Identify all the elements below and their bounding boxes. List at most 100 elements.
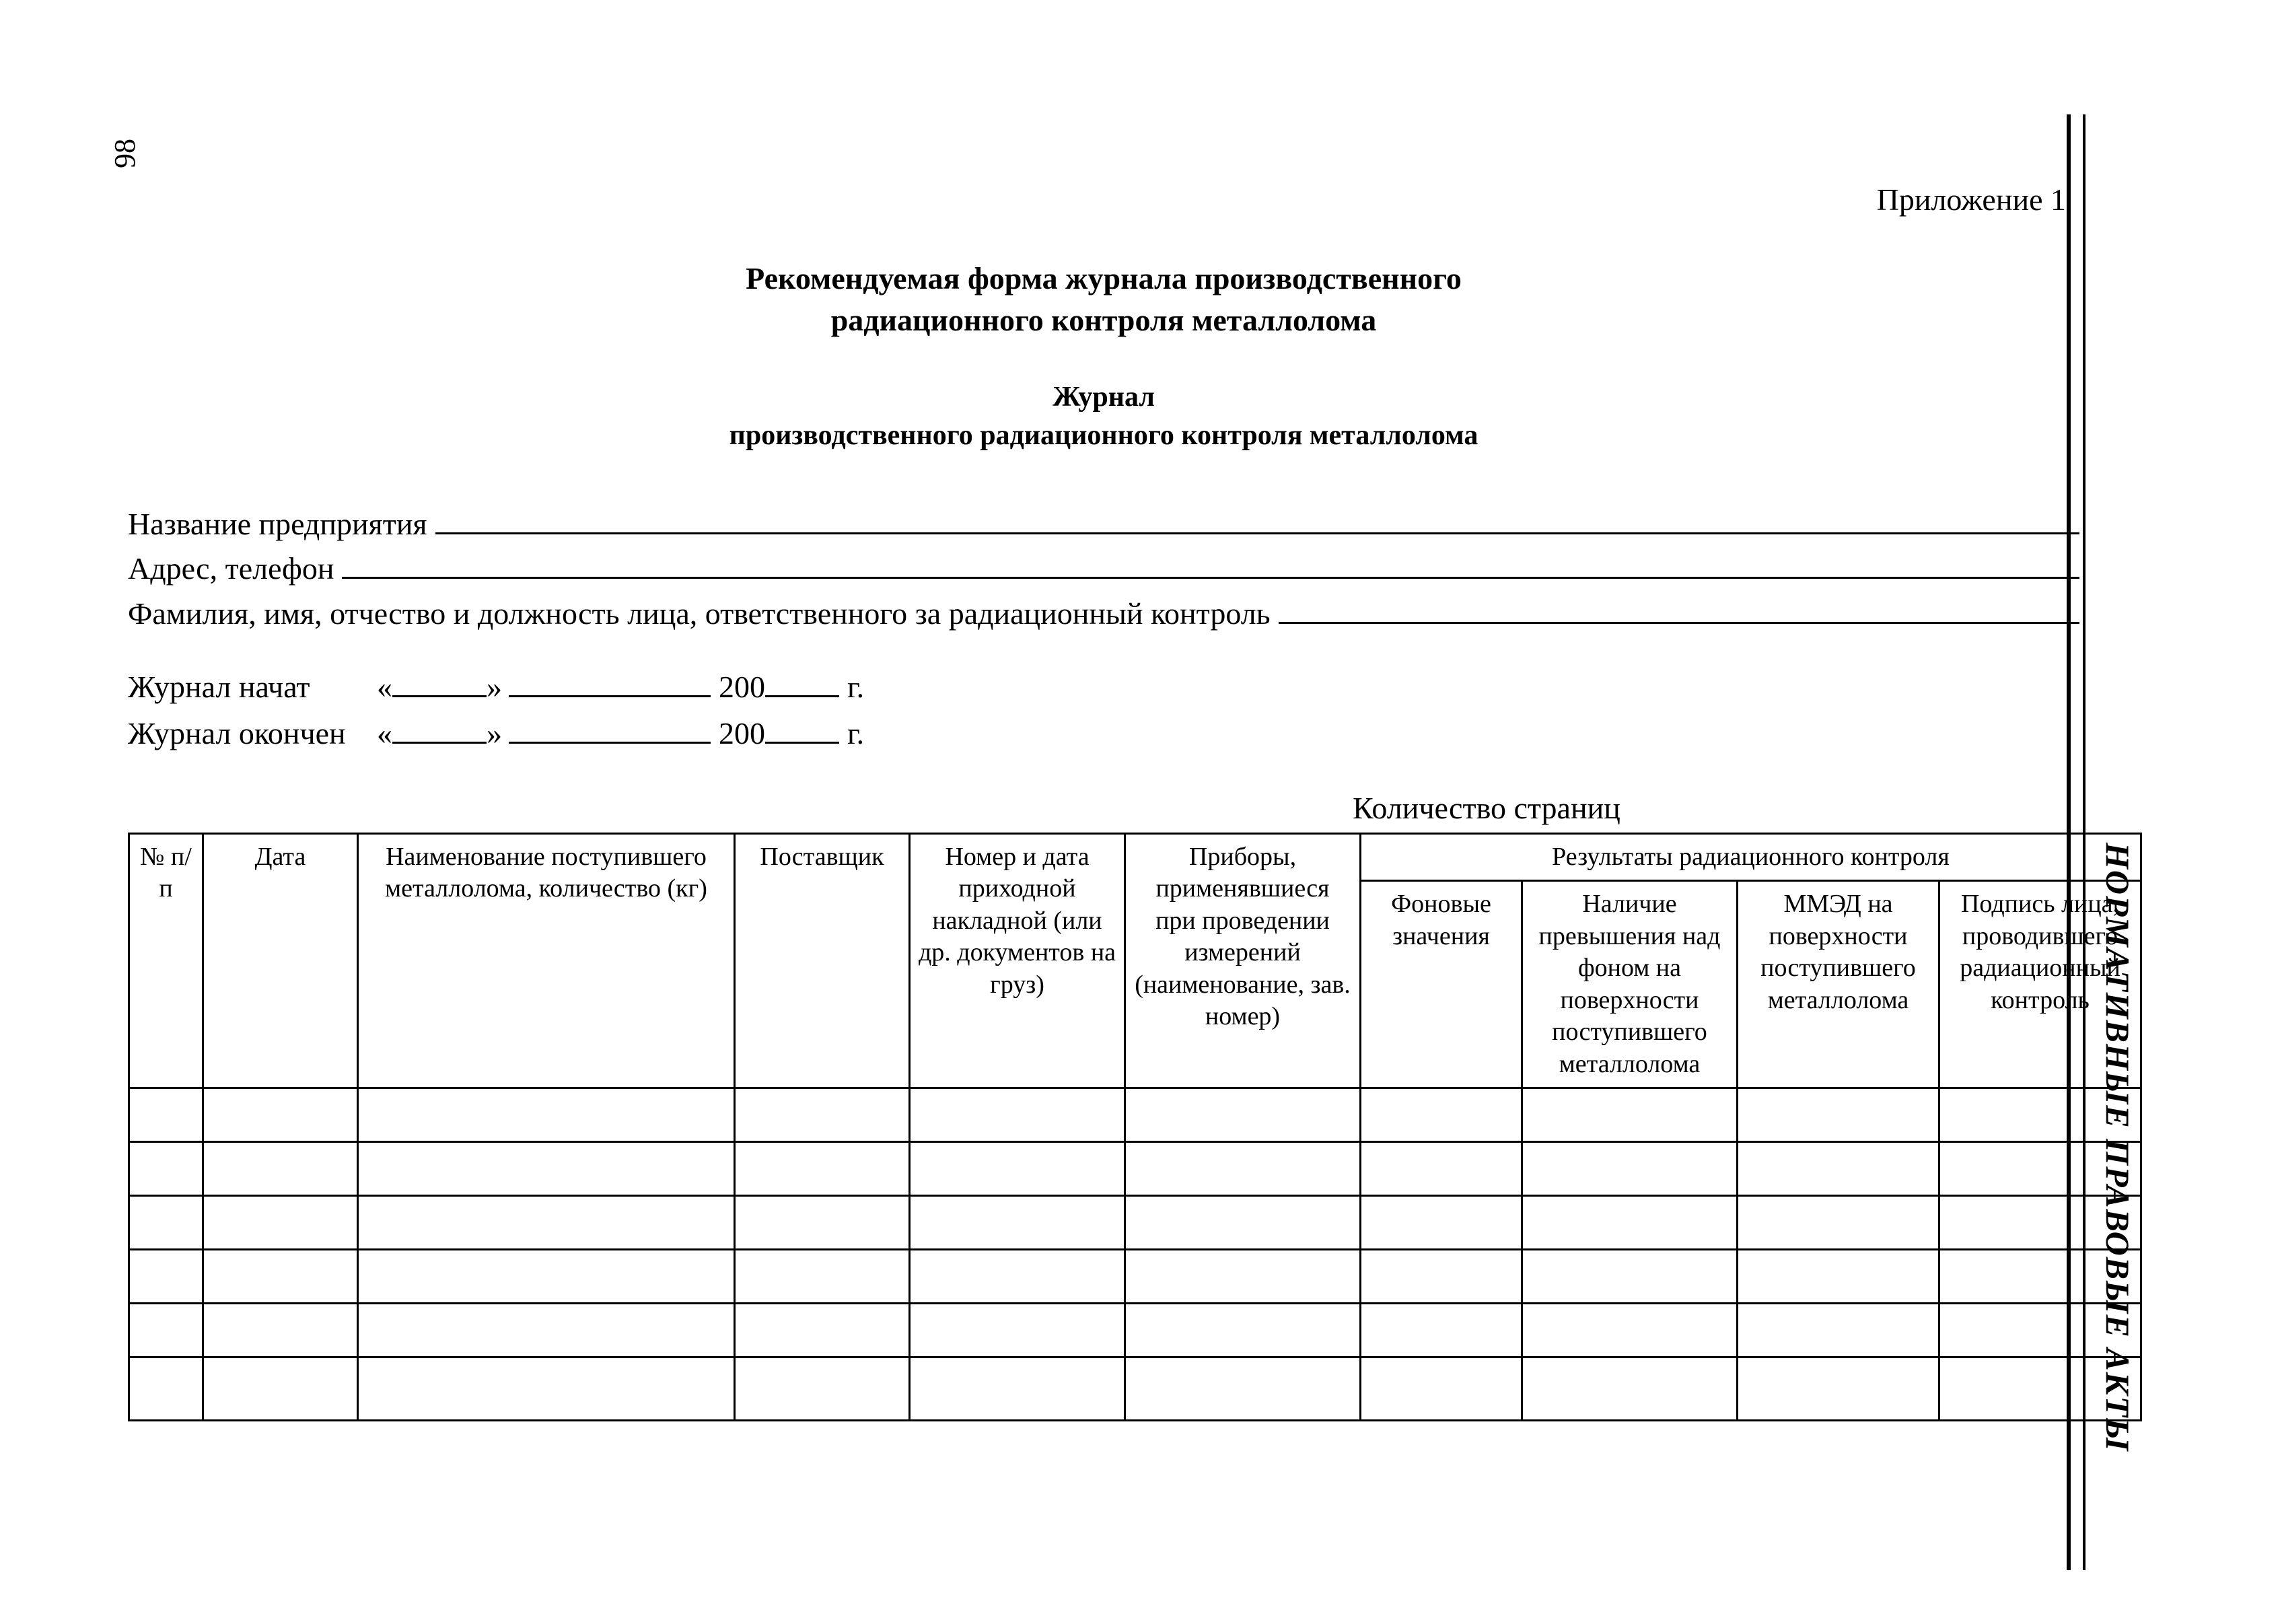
- date-finished-row: Журнал окончен « » 200 г.: [128, 710, 2079, 756]
- date-started-label: Журнал начат: [128, 664, 377, 710]
- table-head-row-1: № п/п Дата Наименование поступившего мет…: [129, 833, 2141, 881]
- table-cell: [1125, 1142, 1361, 1196]
- table-cell: [1939, 1142, 2141, 1196]
- table-cell: [1738, 1304, 1939, 1357]
- field-address-line: [342, 551, 2079, 579]
- sub-title: Журнал производственного радиационного к…: [128, 378, 2079, 454]
- table-cell: [1361, 1250, 1522, 1304]
- table-row: [129, 1304, 2141, 1357]
- table-body: [129, 1088, 2141, 1421]
- field-address: Адрес, телефон: [128, 546, 2079, 592]
- table-cell: [129, 1088, 203, 1142]
- table-cell: [910, 1357, 1125, 1421]
- table-cell: [1522, 1196, 1738, 1250]
- table-cell: [910, 1142, 1125, 1196]
- table-cell: [1738, 1088, 1939, 1142]
- th-r4: Подпись лица, проводившего радиационный …: [1939, 881, 2141, 1088]
- table-cell: [1522, 1304, 1738, 1357]
- table-cell: [1939, 1304, 2141, 1357]
- table-cell: [129, 1142, 203, 1196]
- quote-close: »: [487, 664, 502, 710]
- page: 98 НОРМАТИВНЫЕ ПРАВОВЫЕ АКТЫ Приложение …: [0, 0, 2282, 1624]
- table-cell: [1361, 1304, 1522, 1357]
- table-cell: [1738, 1357, 1939, 1421]
- table-cell: [1738, 1250, 1939, 1304]
- year-blank: [765, 669, 839, 697]
- table-cell: [1939, 1250, 2141, 1304]
- month-blank: [509, 669, 711, 697]
- title-line-2: радиационного контроля металлолома: [128, 299, 2079, 341]
- dates-block: Журнал начат « » 200 г. Журнал окончен «…: [128, 664, 2079, 756]
- table-cell: [1522, 1250, 1738, 1304]
- table-cell: [203, 1304, 358, 1357]
- table-cell: [910, 1196, 1125, 1250]
- table-cell: [1361, 1088, 1522, 1142]
- title-line-1: Рекомендуемая форма журнала производстве…: [128, 258, 2079, 299]
- th-results-group: Результаты радиационного контроля: [1361, 833, 2141, 881]
- table-cell: [203, 1196, 358, 1250]
- year-suffix: г.: [847, 664, 864, 710]
- field-responsible-label: Фамилия, имя, отчество и должность лица,…: [128, 592, 1279, 637]
- journal-table: № п/п Дата Наименование поступившего мет…: [128, 833, 2142, 1422]
- table-cell: [1361, 1142, 1522, 1196]
- month-blank-2: [509, 715, 711, 743]
- field-company-label: Название предприятия: [128, 502, 435, 547]
- field-company: Название предприятия: [128, 502, 2079, 547]
- th-r1: Фоновые значения: [1361, 881, 1522, 1088]
- table-cell: [1522, 1357, 1738, 1421]
- table-row: [129, 1196, 2141, 1250]
- table-cell: [1361, 1357, 1522, 1421]
- date-finished-label: Журнал окончен: [128, 710, 377, 756]
- table-cell: [203, 1250, 358, 1304]
- table-cell: [735, 1357, 910, 1421]
- field-address-label: Адрес, телефон: [128, 546, 342, 592]
- table-cell: [203, 1088, 358, 1142]
- table-cell: [735, 1088, 910, 1142]
- table-cell: [1361, 1196, 1522, 1250]
- table-row: [129, 1142, 2141, 1196]
- table-cell: [1125, 1250, 1361, 1304]
- appendix-label: Приложение 1: [128, 182, 2079, 217]
- table-cell: [203, 1357, 358, 1421]
- table-cell: [358, 1250, 735, 1304]
- page-count-label: Количество страниц: [128, 790, 2079, 826]
- table-cell: [1939, 1357, 2141, 1421]
- table-cell: [358, 1142, 735, 1196]
- table-cell: [735, 1250, 910, 1304]
- table-cell: [358, 1196, 735, 1250]
- table-cell: [129, 1250, 203, 1304]
- table-cell: [1738, 1142, 1939, 1196]
- th-supplier: Поставщик: [735, 833, 910, 1088]
- subtitle-line-1: Журнал: [128, 378, 2079, 417]
- th-date: Дата: [203, 833, 358, 1088]
- table-cell: [358, 1088, 735, 1142]
- th-num: № п/п: [129, 833, 203, 1088]
- table-cell: [203, 1142, 358, 1196]
- year-prefix-2: 200: [719, 710, 765, 756]
- table-cell: [1738, 1196, 1939, 1250]
- year-suffix-2: г.: [847, 710, 864, 756]
- table-cell: [1125, 1088, 1361, 1142]
- table-cell: [358, 1304, 735, 1357]
- table-cell: [1125, 1357, 1361, 1421]
- table-cell: [910, 1304, 1125, 1357]
- table-cell: [1522, 1142, 1738, 1196]
- th-invoice: Номер и дата приходной накладной (или др…: [910, 833, 1125, 1088]
- table-cell: [1125, 1304, 1361, 1357]
- table-cell: [1939, 1088, 2141, 1142]
- table-cell: [735, 1196, 910, 1250]
- table-cell: [735, 1304, 910, 1357]
- table-row: [129, 1250, 2141, 1304]
- subtitle-line-2: производственного радиационного контроля…: [128, 417, 2079, 455]
- table-cell: [129, 1357, 203, 1421]
- content-area: Приложение 1 Рекомендуемая форма журнала…: [128, 182, 2079, 1421]
- field-responsible: Фамилия, имя, отчество и должность лица,…: [128, 592, 2079, 637]
- table-row: [129, 1088, 2141, 1142]
- day-blank: [392, 669, 487, 697]
- quote-close-2: »: [487, 710, 502, 756]
- table-cell: [129, 1196, 203, 1250]
- table-row: [129, 1357, 2141, 1421]
- table-cell: [910, 1088, 1125, 1142]
- quote-open-2: «: [377, 710, 392, 756]
- date-started-row: Журнал начат « » 200 г.: [128, 664, 2079, 710]
